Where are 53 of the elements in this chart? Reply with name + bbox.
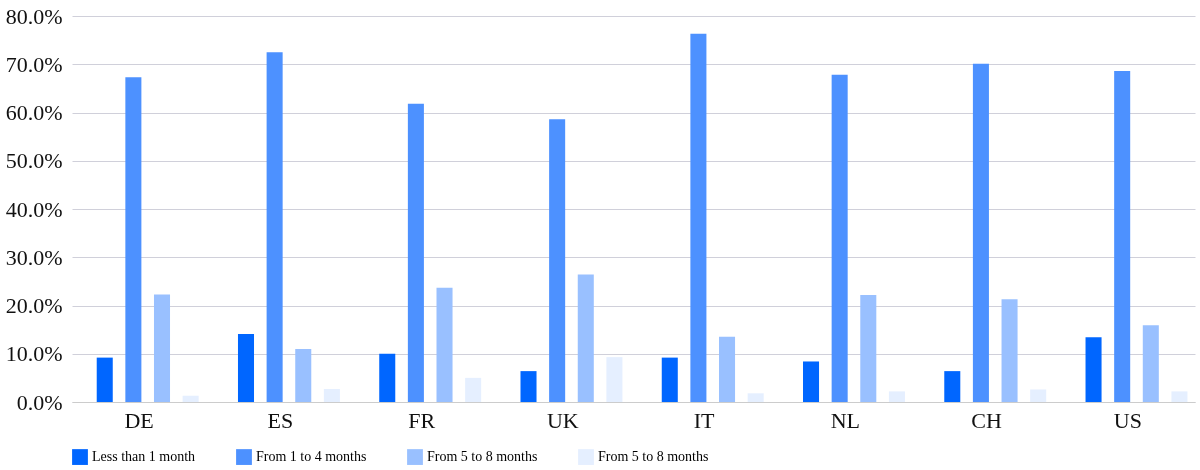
y-tick-label: 20.0%	[5, 293, 63, 318]
bar	[153, 294, 171, 402]
bar	[266, 52, 283, 402]
bar	[1001, 299, 1018, 402]
bar	[125, 77, 142, 402]
bar	[972, 63, 989, 402]
bar	[295, 348, 312, 402]
bar	[888, 391, 905, 402]
bar	[436, 287, 453, 402]
y-tick-label: 0.0%	[16, 389, 63, 415]
bar	[1142, 325, 1159, 402]
y-tick-label: 50.0%	[5, 148, 63, 174]
x-tick-label: IT	[693, 407, 716, 433]
bar	[379, 353, 396, 402]
bar	[549, 119, 566, 402]
y-tick-label: 30.0%	[5, 244, 63, 270]
y-tick-label: 80.0%	[5, 3, 63, 29]
bar	[606, 357, 623, 402]
bar	[323, 388, 340, 402]
x-tick-label: US	[1113, 407, 1142, 433]
bar	[747, 393, 764, 402]
bar	[1085, 337, 1102, 402]
x-tick-label: UK	[546, 407, 579, 433]
bar	[1030, 389, 1047, 402]
bar	[690, 33, 707, 402]
legend-label: Less than 1 month	[92, 449, 196, 465]
x-tick-label: NL	[830, 407, 861, 433]
y-tick-label: 10.0%	[5, 341, 63, 367]
bar	[803, 361, 820, 402]
y-tick-label: 40.0%	[5, 196, 63, 222]
bar	[719, 336, 736, 402]
x-tick-label: DE	[124, 407, 154, 433]
bar	[944, 371, 961, 402]
bar	[661, 357, 678, 402]
x-tick-label: CH	[971, 407, 1003, 433]
bar	[407, 103, 424, 402]
y-tick-label: 70.0%	[5, 51, 63, 77]
bar	[1171, 391, 1188, 402]
bar	[860, 294, 877, 402]
bar	[520, 371, 537, 402]
bar	[237, 333, 255, 402]
legend-label: From 5 to 8 months	[427, 449, 538, 465]
bar	[182, 395, 199, 402]
x-tick-label: FR	[408, 407, 436, 433]
bar	[1114, 71, 1131, 402]
y-tick-label: 60.0%	[5, 100, 63, 125]
bar	[577, 274, 594, 402]
bar	[831, 74, 848, 402]
legend-label: From 5 to 8 months	[598, 449, 709, 465]
legend-label: From 1 to 4 months	[256, 449, 367, 465]
bar	[96, 357, 113, 402]
x-tick-label: ES	[267, 407, 294, 433]
bar	[465, 377, 482, 402]
